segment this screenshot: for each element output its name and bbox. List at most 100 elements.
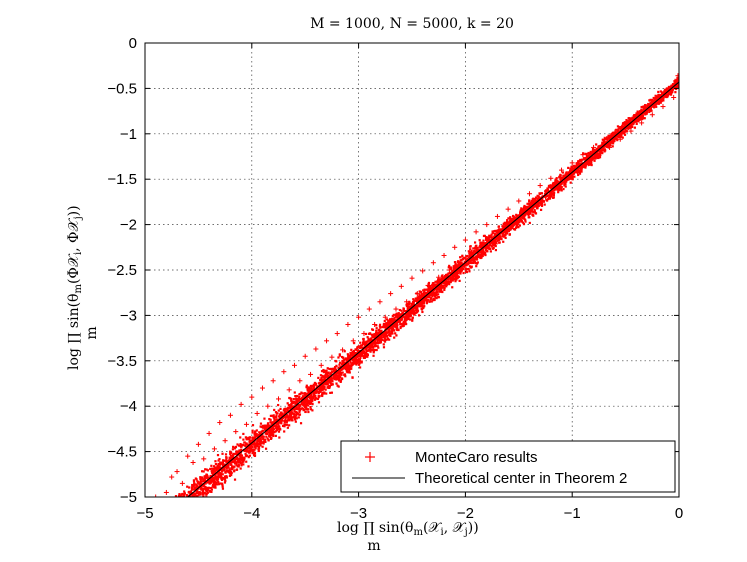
- scatter-dot: [186, 499, 188, 501]
- scatter-dot: [438, 282, 441, 285]
- scatter-dot: [158, 537, 160, 539]
- scatter-dot: [383, 330, 386, 334]
- scatter-dot: [598, 149, 601, 153]
- scatter-dot: [463, 263, 467, 266]
- scatter-dot: [228, 472, 232, 475]
- scatter-dot: [217, 467, 220, 471]
- scatter-dot: [644, 104, 647, 107]
- scatter-dot: [443, 280, 446, 283]
- scatter-dot: [359, 356, 362, 359]
- scatter-dot: [591, 158, 594, 161]
- scatter-dot: [310, 392, 313, 395]
- scatter-dot: [160, 521, 162, 523]
- scatter-dot: [270, 426, 273, 430]
- scatter-dot: [452, 273, 455, 276]
- scatter-dot: [239, 436, 242, 439]
- scatter-dot: [303, 396, 306, 399]
- scatter-dot: [220, 473, 223, 476]
- scatter-dot: [393, 322, 396, 325]
- scatter-dot: [193, 488, 196, 491]
- scatter-dot: [422, 301, 425, 304]
- scatter-dot: [599, 153, 602, 156]
- scatter-dot: [407, 302, 411, 306]
- scatter-dot: [214, 483, 217, 486]
- scatter-dot: [484, 242, 487, 245]
- scatter-dot: [245, 448, 248, 451]
- scatter-dot: [158, 519, 160, 521]
- scatter-dot: [185, 506, 187, 508]
- scatter-dot: [173, 519, 175, 521]
- scatter-dot: [296, 394, 299, 398]
- scatter-dot: [221, 487, 225, 490]
- scatter-dot: [177, 504, 179, 506]
- scatter-dot: [153, 522, 155, 524]
- scatter-dot: [300, 402, 303, 406]
- scatter-dot: [194, 497, 196, 499]
- scatter-dot: [414, 297, 417, 300]
- scatter-dot: [582, 158, 585, 161]
- scatter-dot: [343, 373, 346, 377]
- scatter-dot: [633, 126, 636, 129]
- scatter-dot: [417, 296, 420, 299]
- scatter-dot: [376, 345, 379, 348]
- scatter-dot: [573, 165, 576, 168]
- scatter-dot: [185, 504, 187, 506]
- scatter-dot: [356, 347, 359, 350]
- scatter-dot: [293, 418, 297, 421]
- scatter-dot: [183, 519, 185, 521]
- scatter-dot: [179, 520, 181, 522]
- scatter-dot: [185, 498, 187, 500]
- scatter-dot: [166, 518, 168, 520]
- scatter-dot: [178, 506, 180, 508]
- scatter-dot: [165, 524, 167, 526]
- scatter-dot: [447, 278, 450, 281]
- scatter-dot: [321, 379, 324, 382]
- scatter-dot: [558, 189, 561, 192]
- scatter-dot: [157, 525, 159, 527]
- scatter-dot: [236, 456, 239, 460]
- scatter-dot: [317, 382, 321, 385]
- scatter-dot: [320, 376, 323, 380]
- scatter-dot: [363, 342, 366, 345]
- scatter-dot: [362, 355, 365, 358]
- scatter-dot: [178, 505, 180, 507]
- scatter-dot: [508, 220, 511, 223]
- scatter-dot: [149, 538, 151, 540]
- scatter-dot: [422, 291, 425, 295]
- scatter-dot: [380, 334, 384, 337]
- scatter-dot: [293, 391, 296, 394]
- scatter-dot: [461, 254, 464, 257]
- scatter-dot: [551, 184, 554, 188]
- scatter-dot: [290, 419, 294, 422]
- scatter-dot: [163, 519, 165, 521]
- scatter-dot: [675, 85, 678, 88]
- scatter-dot: [183, 513, 185, 515]
- scatter-dot: [203, 483, 206, 486]
- scatter-dot: [155, 527, 157, 529]
- scatter-dot: [462, 271, 465, 275]
- scatter-dot: [174, 516, 176, 518]
- scatter-dot: [213, 478, 216, 482]
- scatter-dot: [170, 510, 172, 512]
- scatter-dot: [382, 333, 386, 336]
- scatter-dot: [295, 407, 298, 410]
- scatter-dot: [496, 239, 499, 242]
- scatter-dot: [264, 425, 268, 428]
- scatter-dot: [168, 508, 170, 510]
- scatter-dot: [160, 518, 162, 520]
- scatter-dot: [363, 356, 367, 359]
- scatter-dot: [247, 456, 250, 459]
- scatter-dot: [156, 532, 158, 534]
- scatter-dot: [175, 498, 177, 500]
- scatter-dot: [488, 243, 491, 247]
- scatter-dot: [283, 430, 286, 433]
- scatter-dot: [153, 526, 155, 528]
- scatter-dot: [179, 503, 181, 505]
- scatter-dot: [233, 452, 236, 456]
- scatter-dot: [533, 208, 536, 212]
- scatter-dot: [213, 467, 217, 470]
- scatter-dot: [251, 431, 254, 434]
- scatter-dot: [169, 514, 171, 516]
- scatter-dot: [425, 299, 428, 302]
- scatter-dot: [255, 429, 258, 432]
